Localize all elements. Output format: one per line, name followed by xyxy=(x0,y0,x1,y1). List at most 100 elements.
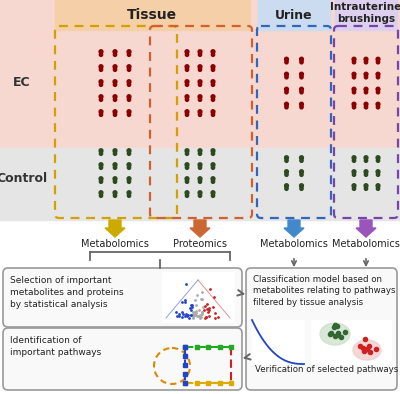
Ellipse shape xyxy=(127,98,131,101)
Ellipse shape xyxy=(300,105,303,109)
Text: Intrauterine
brushings: Intrauterine brushings xyxy=(330,2,400,24)
Circle shape xyxy=(352,72,356,76)
Ellipse shape xyxy=(185,68,189,71)
Circle shape xyxy=(364,87,368,91)
Ellipse shape xyxy=(99,194,103,197)
Ellipse shape xyxy=(285,90,288,94)
Circle shape xyxy=(211,65,215,69)
Ellipse shape xyxy=(127,53,131,56)
Circle shape xyxy=(113,149,117,152)
Circle shape xyxy=(376,87,380,91)
Ellipse shape xyxy=(127,165,131,169)
Ellipse shape xyxy=(198,68,202,71)
Circle shape xyxy=(198,50,202,54)
Ellipse shape xyxy=(352,60,356,64)
Bar xyxy=(0,148,400,220)
Ellipse shape xyxy=(127,194,131,197)
Ellipse shape xyxy=(300,90,303,94)
Circle shape xyxy=(198,95,202,98)
Ellipse shape xyxy=(99,165,103,169)
Ellipse shape xyxy=(352,187,356,190)
Circle shape xyxy=(99,177,103,180)
Ellipse shape xyxy=(185,152,189,155)
Circle shape xyxy=(185,80,189,84)
Circle shape xyxy=(376,170,380,174)
Ellipse shape xyxy=(211,194,215,197)
Text: Control: Control xyxy=(0,171,48,184)
Circle shape xyxy=(113,110,117,113)
Ellipse shape xyxy=(352,173,356,177)
Ellipse shape xyxy=(364,187,368,190)
Circle shape xyxy=(185,177,189,180)
Ellipse shape xyxy=(364,159,368,162)
Circle shape xyxy=(113,163,117,167)
Ellipse shape xyxy=(211,98,215,101)
Circle shape xyxy=(198,191,202,195)
Ellipse shape xyxy=(285,159,288,162)
Circle shape xyxy=(127,65,131,69)
Circle shape xyxy=(364,170,368,174)
Ellipse shape xyxy=(185,180,189,183)
Ellipse shape xyxy=(376,159,380,162)
Circle shape xyxy=(211,163,215,167)
Circle shape xyxy=(284,184,288,188)
Circle shape xyxy=(352,102,356,106)
Circle shape xyxy=(284,87,288,91)
Ellipse shape xyxy=(198,83,202,86)
Circle shape xyxy=(300,156,304,160)
Ellipse shape xyxy=(285,60,288,64)
Text: Metabolomics: Metabolomics xyxy=(332,239,400,249)
Text: Tissue: Tissue xyxy=(127,8,177,22)
Ellipse shape xyxy=(198,53,202,56)
Circle shape xyxy=(211,177,215,180)
Circle shape xyxy=(198,163,202,167)
Ellipse shape xyxy=(113,68,117,71)
Ellipse shape xyxy=(198,98,202,101)
Text: Classification model based on
metabolites relating to pathways
filtered by tissu: Classification model based on metabolite… xyxy=(253,275,396,307)
Circle shape xyxy=(364,102,368,106)
Ellipse shape xyxy=(185,83,189,86)
Text: Selection of important
metabolites and proteins
by statistical analysis: Selection of important metabolites and p… xyxy=(10,276,124,309)
Circle shape xyxy=(113,191,117,195)
Ellipse shape xyxy=(113,180,117,183)
Polygon shape xyxy=(356,220,376,237)
Ellipse shape xyxy=(211,83,215,86)
Circle shape xyxy=(364,57,368,61)
Circle shape xyxy=(198,149,202,152)
Ellipse shape xyxy=(364,75,368,79)
Ellipse shape xyxy=(211,68,215,71)
Circle shape xyxy=(352,156,356,160)
Circle shape xyxy=(352,87,356,91)
Ellipse shape xyxy=(376,105,380,109)
Circle shape xyxy=(376,57,380,61)
Ellipse shape xyxy=(300,159,303,162)
Circle shape xyxy=(185,110,189,113)
Circle shape xyxy=(300,102,304,106)
Ellipse shape xyxy=(113,83,117,86)
Ellipse shape xyxy=(352,75,356,79)
Circle shape xyxy=(376,102,380,106)
Circle shape xyxy=(127,163,131,167)
FancyBboxPatch shape xyxy=(3,268,242,327)
Circle shape xyxy=(352,57,356,61)
Circle shape xyxy=(364,184,368,188)
Circle shape xyxy=(113,80,117,84)
FancyBboxPatch shape xyxy=(3,328,242,390)
Ellipse shape xyxy=(300,75,303,79)
Ellipse shape xyxy=(376,75,380,79)
Circle shape xyxy=(127,177,131,180)
Bar xyxy=(335,0,397,30)
Ellipse shape xyxy=(99,180,103,183)
Circle shape xyxy=(376,156,380,160)
Polygon shape xyxy=(190,220,210,237)
Circle shape xyxy=(211,50,215,54)
Ellipse shape xyxy=(99,113,103,116)
Ellipse shape xyxy=(113,194,117,197)
Circle shape xyxy=(300,184,304,188)
Circle shape xyxy=(127,50,131,54)
Circle shape xyxy=(185,50,189,54)
Ellipse shape xyxy=(211,180,215,183)
Ellipse shape xyxy=(300,60,303,64)
Ellipse shape xyxy=(198,180,202,183)
Circle shape xyxy=(211,80,215,84)
